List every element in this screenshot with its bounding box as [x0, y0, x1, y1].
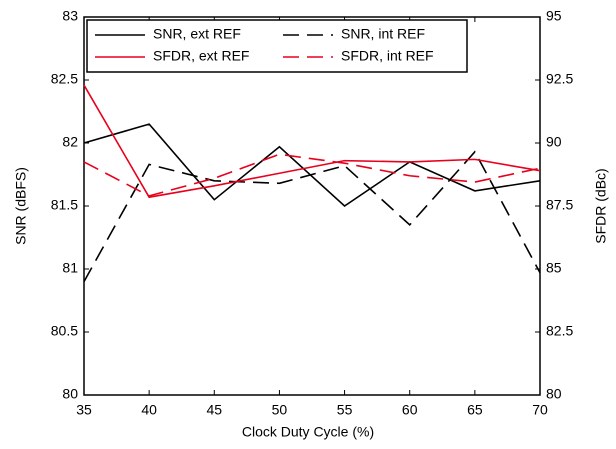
x-tick-label: 50 — [272, 402, 288, 418]
legend-label: SFDR, ext REF — [153, 48, 249, 64]
x-tick-label: 70 — [532, 402, 548, 418]
y2-tick-label: 85 — [546, 260, 562, 276]
y-tick-label: 80 — [62, 386, 78, 402]
y-tick-label: 83 — [62, 8, 78, 24]
series-line — [83, 150, 541, 282]
x-tick-label: 65 — [467, 402, 483, 418]
series-line — [83, 153, 541, 197]
plot-frame — [83, 16, 541, 396]
legend-label: SNR, ext REF — [153, 26, 241, 42]
x-tick-label: 35 — [76, 402, 92, 418]
y2-axis-label: SFDR (dBc) — [593, 168, 609, 243]
legend-box — [86, 19, 468, 73]
y-tick-label: 81 — [62, 260, 78, 276]
y-tick-label: 81.5 — [51, 197, 78, 213]
y-tick-label: 82.5 — [51, 71, 78, 87]
x-tick-label: 40 — [141, 402, 157, 418]
y2-tick-label: 90 — [546, 134, 562, 150]
y2-tick-label: 95 — [546, 8, 562, 24]
y2-tick-label: 80 — [546, 386, 562, 402]
x-tick-label: 60 — [402, 402, 418, 418]
x-tick-label: 45 — [206, 402, 222, 418]
x-tick-label: 55 — [337, 402, 353, 418]
y-tick-label: 80.5 — [51, 323, 78, 339]
legend-label: SFDR, int REF — [341, 48, 434, 64]
series-line — [83, 123, 541, 208]
series-line — [83, 84, 541, 199]
y2-tick-label: 87.5 — [546, 197, 573, 213]
y2-tick-label: 92.5 — [546, 71, 573, 87]
y-axis-label: SNR (dBFS) — [13, 167, 29, 245]
x-axis-label: Clock Duty Cycle (%) — [242, 424, 374, 440]
legend-label: SNR, int REF — [341, 26, 425, 42]
y-tick-label: 82 — [62, 134, 78, 150]
y2-tick-label: 82.5 — [546, 323, 573, 339]
